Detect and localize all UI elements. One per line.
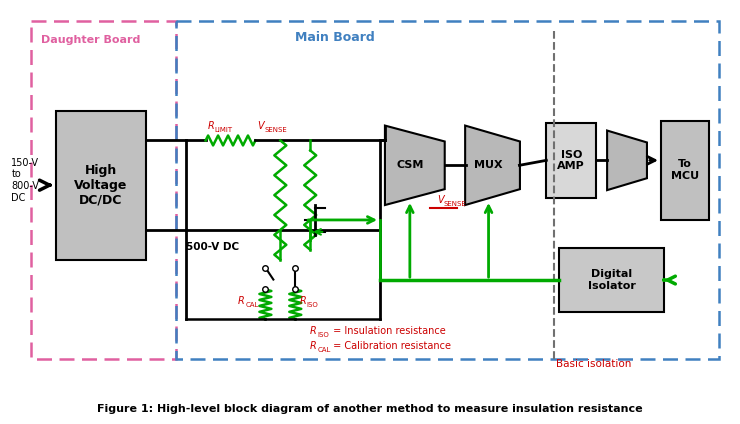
Text: Daughter Board: Daughter Board <box>41 35 141 45</box>
Text: MUX: MUX <box>474 160 503 170</box>
Text: 500-V DC: 500-V DC <box>186 242 239 252</box>
Text: V: V <box>258 120 264 131</box>
Text: R: R <box>310 326 317 336</box>
Text: ISO: ISO <box>306 302 318 308</box>
Text: V: V <box>437 195 443 205</box>
Text: 150-V
to
800-V
DC: 150-V to 800-V DC <box>11 158 39 203</box>
Polygon shape <box>465 126 520 205</box>
Text: Digital
Isolator: Digital Isolator <box>588 269 636 291</box>
Polygon shape <box>385 126 445 205</box>
Text: R: R <box>208 120 215 131</box>
Text: High
Voltage
DC/DC: High Voltage DC/DC <box>74 164 128 206</box>
Polygon shape <box>607 131 647 190</box>
Text: CAL: CAL <box>317 347 331 353</box>
Text: CAL: CAL <box>246 302 259 308</box>
Text: R: R <box>310 341 317 351</box>
Text: ISO
AMP: ISO AMP <box>557 150 585 171</box>
FancyBboxPatch shape <box>56 111 146 259</box>
Text: LIMIT: LIMIT <box>215 126 232 133</box>
FancyBboxPatch shape <box>661 120 709 220</box>
Text: R: R <box>238 296 244 307</box>
Text: CSM: CSM <box>396 160 423 170</box>
Text: SENSE: SENSE <box>264 126 287 133</box>
FancyBboxPatch shape <box>559 248 664 312</box>
Text: Basic isolation: Basic isolation <box>556 359 632 369</box>
Text: = Insulation resistance: = Insulation resistance <box>330 326 446 336</box>
Text: Figure 1: High-level block diagram of another method to measure insulation resis: Figure 1: High-level block diagram of an… <box>97 404 643 414</box>
Text: = Calibration resistance: = Calibration resistance <box>330 341 451 351</box>
Text: Main Board: Main Board <box>295 31 375 44</box>
Text: To
MCU: To MCU <box>670 159 699 181</box>
FancyBboxPatch shape <box>546 123 596 198</box>
Text: SENSE: SENSE <box>444 201 466 207</box>
Text: R: R <box>299 296 306 307</box>
Text: ISO: ISO <box>317 332 329 338</box>
